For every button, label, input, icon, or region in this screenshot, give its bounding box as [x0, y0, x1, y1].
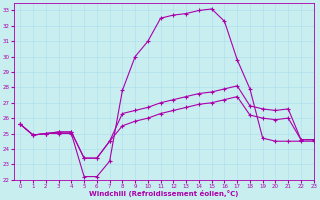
X-axis label: Windchill (Refroidissement éolien,°C): Windchill (Refroidissement éolien,°C) — [89, 190, 238, 197]
